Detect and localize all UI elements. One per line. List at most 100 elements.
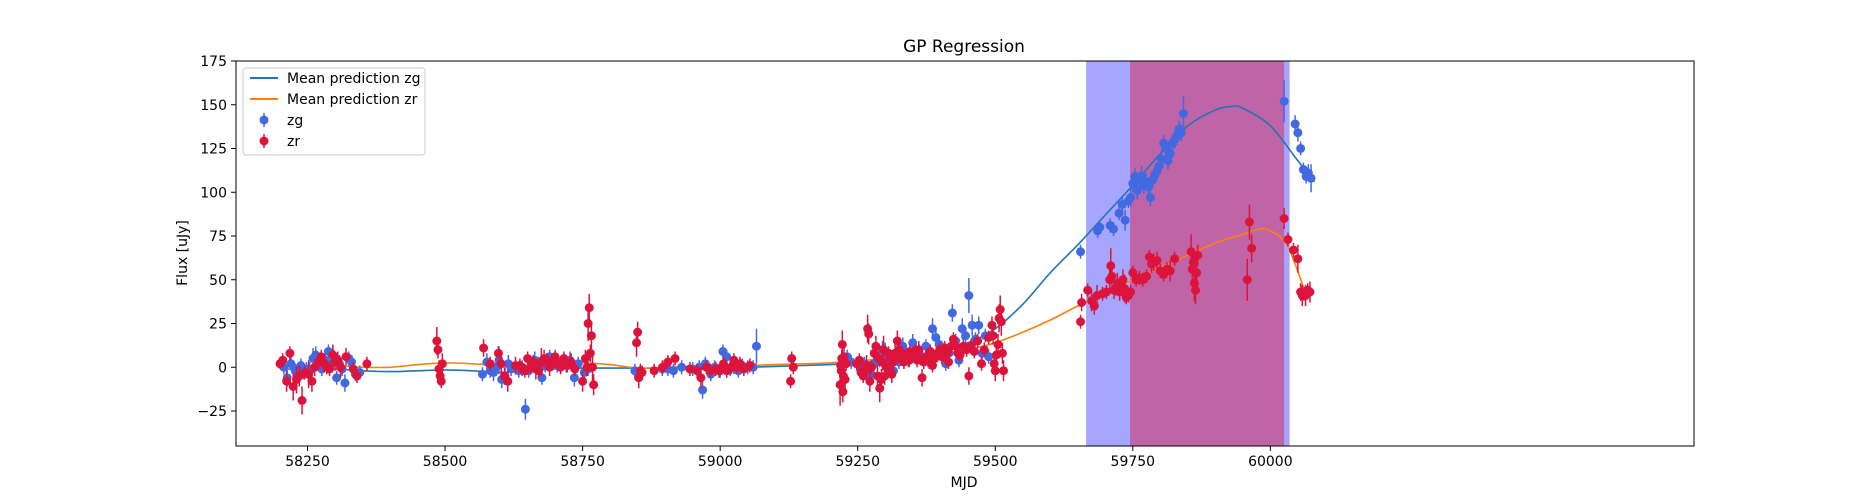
y-tick-label: 0	[218, 360, 227, 376]
zg-point	[286, 359, 296, 369]
zr-point	[433, 345, 443, 355]
zr-point	[995, 305, 1005, 314]
legend-swatch-zr-marker	[259, 136, 269, 146]
x-tick-label: 58250	[285, 454, 330, 470]
zg-point	[1114, 208, 1124, 218]
series-zr	[275, 204, 1315, 415]
zr-point	[1247, 243, 1257, 253]
zr-point	[584, 303, 594, 313]
zr-point	[1279, 214, 1289, 223]
zr-point	[993, 340, 1003, 349]
zr-point	[570, 364, 580, 374]
zr-point	[1077, 298, 1087, 307]
zr-point	[352, 371, 362, 381]
zg-point	[698, 385, 708, 395]
zr-point	[341, 352, 351, 362]
y-tick-label: 125	[200, 142, 227, 158]
zg-point	[964, 291, 974, 300]
x-axis-ticks: 58250 58500 58750 59000 59250 59500 59750 60000	[285, 446, 1293, 470]
zr-point	[288, 382, 298, 391]
zr-point	[871, 341, 881, 351]
zg-point	[477, 369, 487, 379]
zr-point	[1242, 275, 1252, 285]
y-tick-label: 150	[200, 98, 227, 114]
zr-point	[1244, 217, 1254, 227]
zr-point	[692, 366, 702, 376]
x-tick-label: 59750	[1111, 454, 1156, 470]
zr-point	[632, 338, 642, 348]
zr-point	[1142, 271, 1152, 281]
zr-point	[325, 364, 335, 374]
zr-point	[566, 357, 576, 367]
zr-point	[297, 396, 307, 405]
zr-point	[503, 376, 513, 386]
zr-point	[1188, 257, 1198, 267]
legend-label-zr: zr	[287, 134, 300, 150]
zr-point	[362, 359, 372, 369]
zr-point	[1192, 268, 1202, 278]
zg-point	[1126, 193, 1136, 202]
zr-point	[1076, 317, 1086, 327]
zr-point	[1191, 285, 1201, 295]
zr-point	[1165, 266, 1175, 276]
zg-point	[1145, 193, 1155, 202]
zg-point	[967, 320, 977, 330]
zg-point	[537, 373, 547, 383]
zr-point	[964, 371, 974, 381]
zr-point	[285, 348, 295, 358]
zg-point	[569, 373, 579, 383]
zr-point	[788, 362, 798, 372]
y-axis-ticks: −25 0 25 50 75 100 125 150 175	[197, 54, 236, 420]
zg-point	[1165, 149, 1175, 159]
zg-point	[1076, 247, 1086, 257]
y-axis-label: Flux [uJy]	[175, 220, 191, 286]
zr-point	[990, 366, 1000, 376]
zr-point	[887, 369, 897, 379]
zr-point	[485, 359, 495, 369]
zg-point	[974, 320, 984, 330]
zr-point	[787, 354, 797, 363]
zr-point	[969, 347, 979, 356]
zr-point	[979, 345, 989, 355]
x-tick-label: 59250	[835, 454, 880, 470]
zr-point	[1293, 254, 1303, 264]
zr-point	[841, 359, 851, 369]
zr-point	[1283, 235, 1293, 244]
zr-point	[1107, 271, 1117, 281]
zg-point	[1109, 224, 1119, 234]
zr-point	[892, 336, 902, 346]
zr-point	[837, 340, 847, 349]
zr-point	[649, 366, 659, 376]
zr-point	[670, 354, 680, 363]
zr-point	[865, 376, 875, 386]
zg-point	[957, 324, 967, 334]
zg-point	[751, 341, 761, 351]
zr-point	[882, 362, 892, 372]
zr-point	[1170, 254, 1180, 264]
zr-point	[999, 366, 1009, 376]
zr-point	[718, 359, 728, 369]
zr-point	[1126, 287, 1136, 297]
zg-point	[1293, 128, 1303, 138]
zr-point	[336, 362, 346, 372]
zr-point	[437, 359, 447, 369]
zr-point	[588, 362, 598, 372]
zr-point	[875, 383, 885, 393]
zr-point	[583, 319, 593, 328]
x-axis-label: MJD	[951, 475, 978, 491]
legend-swatch-zg-marker	[259, 115, 269, 125]
zr-point	[1118, 275, 1128, 285]
zr-point	[496, 359, 506, 369]
zr-point	[578, 376, 588, 386]
legend-label-zg: zg	[287, 113, 303, 129]
x-tick-label: 58750	[560, 454, 605, 470]
zr-point	[866, 362, 876, 372]
x-tick-label: 59000	[698, 454, 743, 470]
legend-label-zg-line: Mean prediction zg	[287, 71, 421, 87]
legend: Mean prediction zg Mean prediction zr zg…	[242, 67, 426, 156]
zg-point	[1120, 215, 1130, 225]
zg-point	[1296, 144, 1306, 153]
zr-point	[997, 348, 1007, 358]
zg-point	[1279, 96, 1289, 106]
